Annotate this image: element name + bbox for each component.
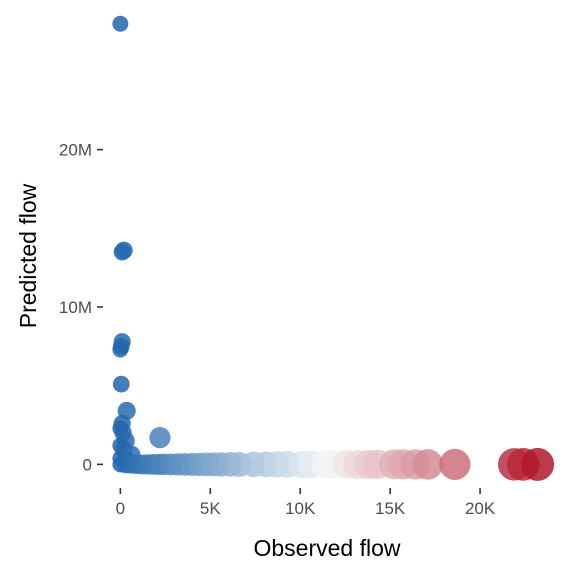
points-layer xyxy=(112,15,555,481)
y-tick-label: 10M xyxy=(59,298,92,317)
data-point-0-0 xyxy=(112,15,129,32)
data-point-0-52 xyxy=(412,449,444,480)
x-tick-label: 20K xyxy=(465,499,496,518)
y-axis: 0 10M 20M xyxy=(59,141,103,474)
x-axis: 0 5K 10K 15K 20K xyxy=(116,488,496,518)
data-point-0-6 xyxy=(112,375,130,393)
y-tick-label: 0 xyxy=(83,455,92,474)
data-point-0-5 xyxy=(112,341,129,358)
x-tick-label: 5K xyxy=(200,499,221,518)
x-tick-label: 0 xyxy=(116,499,125,518)
x-tick-label: 10K xyxy=(285,499,316,518)
data-point-0-53 xyxy=(439,448,471,481)
y-tick-label: 20M xyxy=(59,141,92,160)
x-tick-label: 15K xyxy=(375,499,406,518)
data-point-0-11 xyxy=(149,427,171,449)
data-point-0-56 xyxy=(521,447,555,481)
y-axis-title: Predicted flow xyxy=(15,183,41,328)
data-point-0-2 xyxy=(113,243,131,261)
x-axis-title: Observed flow xyxy=(253,535,400,561)
